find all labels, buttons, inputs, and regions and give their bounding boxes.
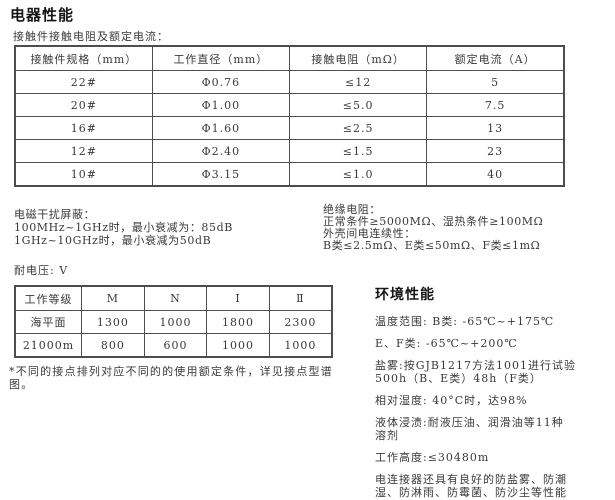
withstand-voltage-label: 耐电压: V	[14, 264, 69, 277]
environment-section: 环境性能 温度范围: B类: -65℃~+175℃ E、F类: -65℃~+200…	[375, 284, 576, 500]
table-cell: ≤5.0	[288, 93, 428, 117]
contact-resistance-table: 接触件规格（mm） 工作直径（mm） 接触电阻（mΩ） 额定电流（A） 22# Φ0.76…	[14, 45, 565, 187]
table-cell: 21000m	[14, 333, 83, 358]
paragraph: 液体浸渍:耐液压油、润滑油等11种 溶剂	[375, 416, 576, 442]
header-row: 接触件规格（mm） 工作直径（mm） 接触电阻（mΩ） 额定电流（A）	[14, 45, 565, 71]
table-cell: ≤1.5	[288, 139, 428, 163]
table-row: 20# Φ1.00 ≤5.0 7.5	[14, 93, 565, 117]
table-row: 16# Φ1.60 ≤2.5 13	[14, 116, 565, 140]
table-cell: Φ1.00	[151, 93, 291, 117]
text-line: 液体浸渍:耐液压油、润滑油等11种	[375, 416, 564, 429]
insulation-resistance-text: 绝缘电阻： 正常条件≥5000MΩ、湿热条件≥100MΩ 外壳间电连续性： B类≤2.…	[323, 204, 543, 252]
header-row: 工作等级 M N Ⅰ Ⅱ	[14, 285, 333, 311]
table-cell: ≤12	[288, 70, 428, 94]
emi-shielding-text: 电磁干扰屏蔽： 100MHz~1GHz时，最小衰减为：85dB 1GHz~10GHz…	[14, 208, 233, 247]
table-cell: Φ0.76	[151, 70, 291, 94]
text-line: 绝缘电阻：	[323, 203, 381, 216]
table-row: 22# Φ0.76 ≤12 5	[14, 70, 565, 94]
table-cell: 1000	[268, 333, 333, 358]
table-cell: 7.5	[426, 93, 565, 117]
text-line: 湿、防淋雨、防霉菌、防沙尘等性能	[375, 486, 567, 499]
table-cell: ≤2.5	[288, 116, 428, 140]
column-header: M	[81, 285, 145, 311]
table-cell: 1300	[81, 310, 145, 334]
text-line: *不同的接点排列对应不同的的使用额定条件，详见接点型谱	[9, 365, 333, 378]
paragraph: 盐雾:按GJB1217方法1001进行试验 500h（B、E类）48h（F类）	[375, 359, 576, 385]
table-row: 12# Φ2.40 ≤1.5 23	[14, 139, 565, 163]
table-row: 10# Φ3.15 ≤1.0 40	[14, 162, 565, 187]
text-line: 100MHz~1GHz时，最小衰减为：85dB	[14, 221, 233, 234]
text-line: 正常条件≥5000MΩ、湿热条件≥100MΩ	[323, 215, 544, 228]
contact-table-caption: 接触件接触电阻及额定电流：	[13, 30, 169, 43]
column-header: 额定电流（A）	[426, 45, 565, 71]
text-line: 外壳间电连续性：	[323, 227, 416, 240]
environment-text: 温度范围: B类: -65℃~+175℃ E、F类: -65℃~+200℃ 盐雾:按…	[375, 315, 576, 499]
page-title: 电器性能	[10, 7, 75, 24]
text-line: 盐雾:按GJB1217方法1001进行试验	[375, 359, 576, 372]
table-cell: 22#	[14, 70, 153, 94]
table-cell: 600	[143, 333, 208, 358]
table-cell: Φ1.60	[151, 116, 291, 140]
text-line: 电连接器还具有良好的防盐雾、防潮	[375, 473, 567, 486]
table-cell: ≤1.0	[288, 162, 428, 187]
paragraph: 电连接器还具有良好的防盐雾、防潮 湿、防淋雨、防霉菌、防沙尘等性能	[375, 473, 576, 499]
column-header: Ⅰ	[206, 285, 270, 311]
table-row: 21000m 800 600 1000 1000	[14, 333, 333, 358]
table-cell: 1800	[206, 310, 270, 334]
table-cell: 12#	[14, 139, 153, 163]
column-header: 工作直径（mm）	[151, 45, 291, 71]
footnote: *不同的接点排列对应不同的的使用额定条件，详见接点型谱 图。	[9, 365, 333, 391]
column-header: 工作等级	[14, 285, 83, 311]
text-line: B类≤2.5mΩ、E类≤50mΩ、F类≤1mΩ	[323, 239, 541, 252]
table-cell: 10#	[14, 162, 153, 187]
table-cell: 23	[426, 139, 565, 163]
column-header: 接触电阻（mΩ）	[288, 45, 428, 71]
paragraph: 相对湿度: 40°C时，达98%	[375, 394, 576, 407]
table-cell: 40	[426, 162, 565, 187]
table-cell: Φ3.15	[151, 162, 291, 187]
table-cell: Φ2.40	[151, 139, 291, 163]
text-line: 500h（B、E类）48h（F类）	[375, 372, 542, 385]
table-cell: 2300	[268, 310, 333, 334]
table-cell: 13	[426, 116, 565, 140]
column-header: 接触件规格（mm）	[14, 45, 153, 71]
paragraph: 工作高度:≤30480m	[375, 451, 576, 464]
withstand-voltage-table: 工作等级 M N Ⅰ Ⅱ 海平面 1300 1000 1800 2300 21000m 800 600 1…	[14, 285, 333, 358]
text-line: 工作高度:≤30480m	[375, 451, 490, 464]
text-line: 溶剂	[375, 429, 399, 442]
table-cell: 16#	[14, 116, 153, 140]
column-header: N	[143, 285, 208, 311]
paragraph: 温度范围: B类: -65℃~+175℃	[375, 315, 576, 328]
text-line: 相对湿度: 40°C时，达98%	[375, 394, 528, 407]
text-line: 温度范围: B类: -65℃~+175℃	[375, 315, 555, 328]
text-line: 1GHz~10GHz时，最小衰减为50dB	[14, 234, 212, 247]
text-line: E、F类: -65℃~+200℃	[375, 337, 518, 350]
table-cell: 海平面	[14, 310, 83, 334]
table-row: 海平面 1300 1000 1800 2300	[14, 310, 333, 334]
table-cell: 1000	[206, 333, 270, 358]
table-cell: 5	[426, 70, 565, 94]
paragraph: E、F类: -65℃~+200℃	[375, 337, 576, 350]
table-cell: 1000	[143, 310, 208, 334]
column-header: Ⅱ	[268, 285, 333, 311]
environment-title: 环境性能	[375, 286, 435, 302]
text-line: 电磁干扰屏蔽：	[14, 208, 96, 221]
text-line: 图。	[9, 378, 34, 391]
table-cell: 20#	[14, 93, 153, 117]
table-cell: 800	[81, 333, 145, 358]
